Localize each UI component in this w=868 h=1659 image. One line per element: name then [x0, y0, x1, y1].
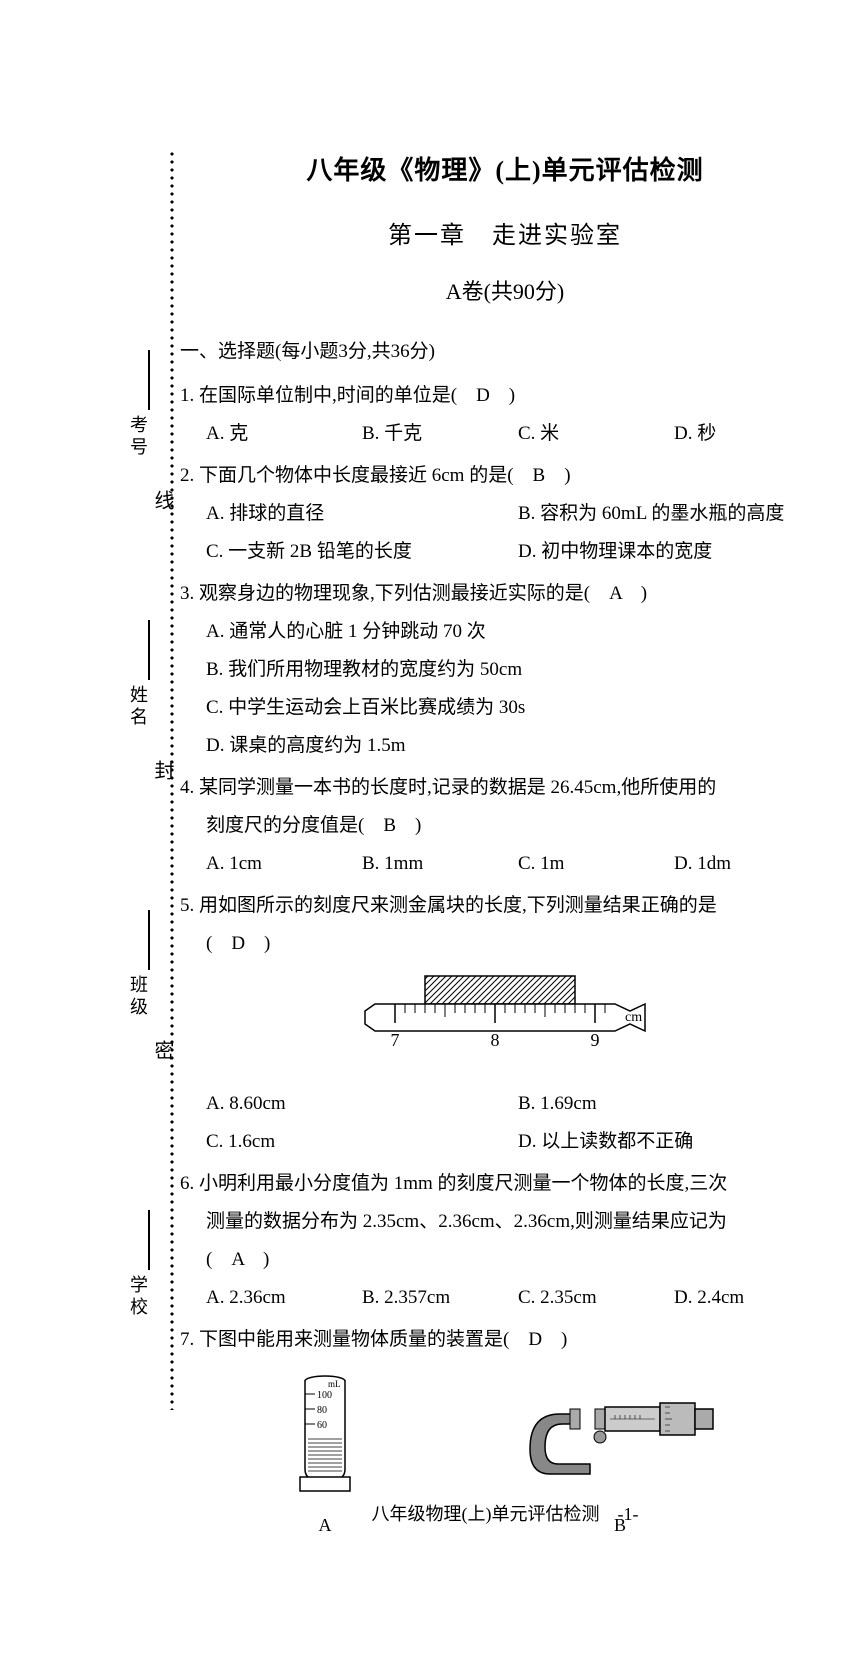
ruler-tick-9: 9 [591, 1030, 600, 1050]
q5-text: 5. 用如图所示的刻度尺来测金属块的长度,下列测量结果正确的是 [180, 887, 830, 925]
q1-opt-a: A. 克 [206, 415, 362, 453]
q1-text: 1. 在国际单位制中,时间的单位是( D ) [180, 377, 830, 415]
page-content: 八年级《物理》(上)单元评估检测 第一章 走进实验室 A卷(共90分) 一、选择… [180, 150, 830, 1547]
q5-opt-b: B. 1.69cm [518, 1085, 830, 1123]
q6-text3: ( A ) [180, 1241, 830, 1279]
q1-opt-d: D. 秒 [674, 415, 830, 453]
side-exam-no: 考号 [125, 415, 151, 459]
q4-opt-a: A. 1cm [206, 845, 362, 883]
q2-opt-b: B. 容积为 60mL 的墨水瓶的高度 [518, 495, 830, 533]
q4-opt-b: B. 1mm [362, 845, 518, 883]
svg-text:mL: mL [328, 1379, 341, 1389]
svg-text:60: 60 [317, 1420, 327, 1431]
side-class: 班级 [125, 975, 151, 1019]
question-5: 5. 用如图所示的刻度尺来测金属块的长度,下列测量结果正确的是 ( D ) [180, 887, 830, 1161]
question-3: 3. 观察身边的物理现象,下列估测最接近实际的是( A ) A. 通常人的心脏 … [180, 575, 830, 765]
q4-text: 4. 某同学测量一本书的长度时,记录的数据是 26.45cm,他所使用的 [180, 769, 830, 807]
q4-opt-d: D. 1dm [674, 845, 830, 883]
question-1: 1. 在国际单位制中,时间的单位是( D ) A. 克 B. 千克 C. 米 D… [180, 377, 830, 453]
side-name: 姓名 [125, 685, 151, 729]
q2-text: 2. 下面几个物体中长度最接近 6cm 的是( B ) [180, 457, 830, 495]
q6-text2: 测量的数据分布为 2.35cm、2.36cm、2.36cm,则测量结果应记为 [180, 1203, 830, 1241]
q6-opt-c: C. 2.35cm [518, 1279, 674, 1317]
q6-text: 6. 小明利用最小分度值为 1mm 的刻度尺测量一个物体的长度,三次 [180, 1165, 830, 1203]
question-2: 2. 下面几个物体中长度最接近 6cm 的是( B ) A. 排球的直径 B. … [180, 457, 830, 571]
svg-text:80: 80 [317, 1405, 327, 1416]
ruler-tick-8: 8 [491, 1030, 500, 1050]
q3-opt-b: B. 我们所用物理教材的宽度约为 50cm [180, 651, 830, 689]
page-title: 八年级《物理》(上)单元评估检测 [180, 150, 830, 187]
question-4: 4. 某同学测量一本书的长度时,记录的数据是 26.45cm,他所使用的 刻度尺… [180, 769, 830, 883]
q7-text: 7. 下图中能用来测量物体质量的装置是( D ) [180, 1321, 830, 1359]
q4-text2: 刻度尺的分度值是( B ) [180, 807, 830, 845]
q5-opt-a: A. 8.60cm [206, 1085, 518, 1123]
q6-opt-a: A. 2.36cm [206, 1279, 362, 1317]
page-footer: 八年级物理(上)单元评估检测 -1- [180, 1500, 830, 1526]
q3-opt-d: D. 课桌的高度约为 1.5m [180, 727, 830, 765]
q6-opt-b: B. 2.357cm [362, 1279, 518, 1317]
q6-opt-d: D. 2.4cm [674, 1279, 830, 1317]
question-6: 6. 小明利用最小分度值为 1mm 的刻度尺测量一个物体的长度,三次 测量的数据… [180, 1165, 830, 1317]
ruler-figure: 7 8 9 cm [180, 971, 830, 1075]
q3-text: 3. 观察身边的物理现象,下列估测最接近实际的是( A ) [180, 575, 830, 613]
q3-opt-a: A. 通常人的心脏 1 分钟跳动 70 次 [180, 613, 830, 651]
dotted-separator [170, 150, 174, 1410]
q2-opt-d: D. 初中物理课本的宽度 [518, 533, 830, 571]
q5-text2: ( D ) [180, 925, 830, 963]
section-head: 一、选择题(每小题3分,共36分) [180, 336, 830, 363]
svg-text:100: 100 [317, 1390, 332, 1401]
q5-opt-d: D. 以上读数都不正确 [518, 1123, 830, 1161]
q1-opt-c: C. 米 [518, 415, 674, 453]
chapter-title: 第一章 走进实验室 [180, 215, 830, 250]
q4-opt-c: C. 1m [518, 845, 674, 883]
sidebar: 考号 姓名 班级 学校 [110, 150, 160, 1410]
q2-opt-c: C. 一支新 2B 铅笔的长度 [206, 533, 518, 571]
paper-info: A卷(共90分) [180, 274, 830, 306]
q1-opt-b: B. 千克 [362, 415, 518, 453]
ruler-unit: cm [625, 1010, 642, 1025]
q3-opt-c: C. 中学生运动会上百米比赛成绩为 30s [180, 689, 830, 727]
side-school: 学校 [125, 1275, 151, 1319]
q2-opt-a: A. 排球的直径 [206, 495, 518, 533]
ruler-tick-7: 7 [391, 1030, 400, 1050]
q5-opt-c: C. 1.6cm [206, 1123, 518, 1161]
